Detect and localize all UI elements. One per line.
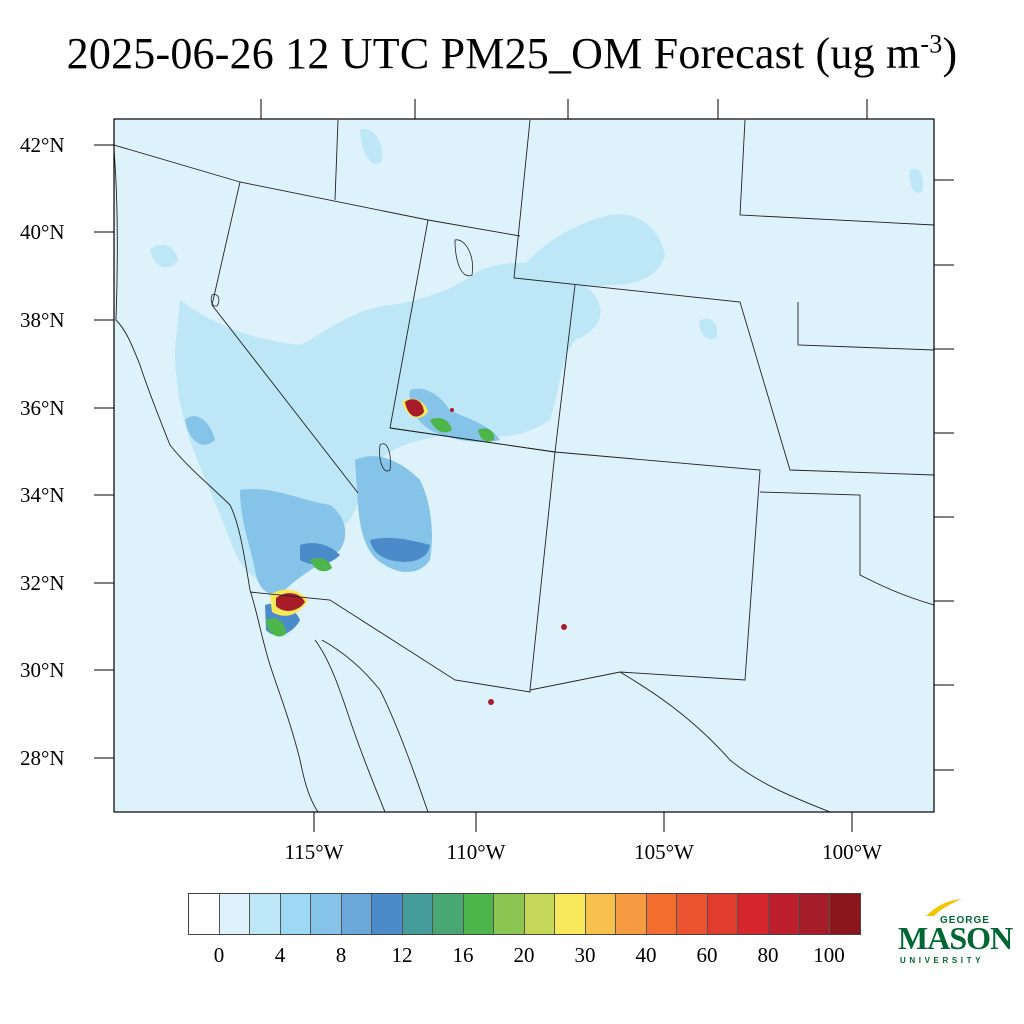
- lat-label: 30°N: [20, 658, 65, 682]
- logo-line3: UNIVERSITY: [900, 956, 985, 965]
- colorbar-swatch: [250, 894, 281, 934]
- lon-label: 105°W: [634, 840, 694, 864]
- george-mason-logo: GEORGE MASON UNIVERSITY: [896, 898, 1013, 970]
- colorbar-swatch: [646, 894, 677, 934]
- colorbar-swatch: [707, 894, 738, 934]
- colorbar-label: 0: [213, 943, 225, 967]
- lakes: [210, 239, 473, 472]
- colorbar-label: 12: [391, 943, 413, 967]
- colorbar-swatch: [829, 894, 860, 934]
- lon-label: 110°W: [446, 840, 506, 864]
- colorbar-label: 20: [513, 943, 535, 967]
- logo-line2: MASON: [898, 920, 1013, 956]
- smoke-hotspots: [276, 399, 567, 705]
- chart-title: 2025-06-26 12 UTC PM25_OM Forecast (ug m…: [66, 29, 958, 78]
- lat-label: 40°N: [20, 220, 65, 244]
- smoke-field-green: [266, 418, 495, 637]
- swoosh-icon: [926, 899, 962, 916]
- colorbar-swatch: [311, 894, 342, 934]
- colorbar-swatch: [768, 894, 799, 934]
- colorbar-swatch: [799, 894, 830, 934]
- lat-label: 38°N: [20, 308, 65, 332]
- lon-label: 100°W: [822, 840, 882, 864]
- map-frame: [113, 118, 935, 813]
- boundaries: [114, 119, 934, 812]
- colorbar-swatch: [616, 894, 647, 934]
- lat-label: 42°N: [20, 133, 65, 157]
- colorbar-swatch: [341, 894, 372, 934]
- colorbar-swatch: [585, 894, 616, 934]
- colorbar-label: 16: [452, 943, 474, 967]
- colorbar-swatch: [189, 894, 220, 934]
- colorbar-label: 60: [696, 943, 718, 967]
- colorbar-swatch: [402, 894, 433, 934]
- colorbar-swatch: [677, 894, 708, 934]
- lat-label: 34°N: [20, 483, 65, 507]
- colorbar-label: 4: [274, 943, 286, 967]
- colorbar-swatch: [524, 894, 555, 934]
- tick-marks: [94, 99, 954, 832]
- colorbar: [188, 893, 861, 935]
- colorbar-label: 8: [335, 943, 347, 967]
- colorbar-label: 30: [574, 943, 596, 967]
- lat-label: 32°N: [20, 571, 65, 595]
- colorbar-swatch: [219, 894, 250, 934]
- colorbar-swatch: [494, 894, 525, 934]
- colorbar-swatch: [372, 894, 403, 934]
- colorbar-swatch: [463, 894, 494, 934]
- logo-line1: GEORGE: [940, 915, 990, 926]
- colorbar-label: 80: [757, 943, 779, 967]
- colorbar-swatch: [280, 894, 311, 934]
- colorbar-label: 100: [813, 943, 845, 967]
- lat-label: 28°N: [20, 746, 65, 770]
- colorbar-label: 40: [635, 943, 657, 967]
- lat-label: 36°N: [20, 396, 65, 420]
- colorbar-swatch: [433, 894, 464, 934]
- colorbar-swatch: [555, 894, 586, 934]
- lon-label: 115°W: [284, 840, 344, 864]
- colorbar-swatch: [738, 894, 769, 934]
